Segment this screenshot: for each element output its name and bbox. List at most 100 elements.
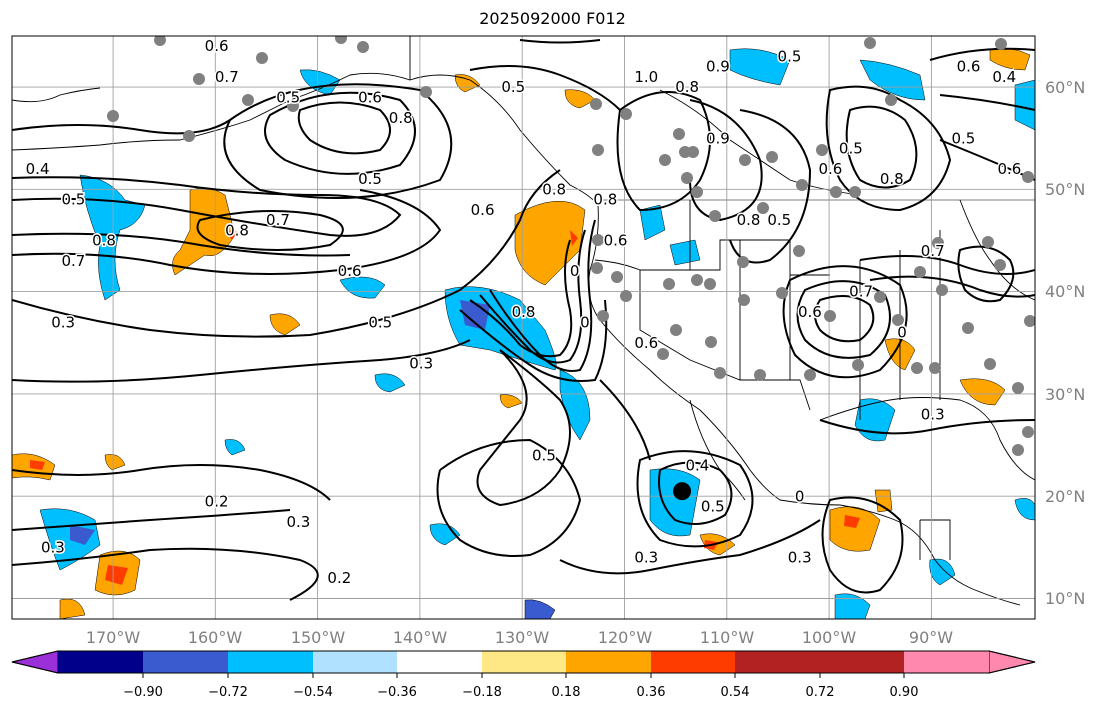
contour-label: 1.0 [634, 68, 658, 86]
lat-label: 20°N [1045, 487, 1085, 506]
longitude-labels: 170°W 160°W 150°W 140°W 130°W 120°W 110°… [86, 628, 953, 647]
contour-label: 0.8 [512, 303, 536, 321]
colorbar-outline [11, 650, 1036, 674]
contour-label: 0.5 [276, 88, 300, 106]
contour-label: 0.2 [327, 569, 351, 587]
colorbar-bin [904, 651, 989, 673]
map-border [11, 35, 1036, 620]
lon-label: 170°W [86, 628, 141, 647]
contour-label: 0.6 [604, 232, 628, 250]
lat-label: 30°N [1045, 385, 1085, 404]
graticule [12, 36, 1035, 619]
contour-label: 0.6 [634, 334, 658, 352]
contour-label: 0.8 [880, 170, 904, 188]
contour-label: 0.4 [26, 160, 50, 178]
colorbar-tick-label: 0.54 [721, 685, 750, 700]
contour-label: 0.5 [532, 446, 556, 464]
contour-label: 0.7 [61, 252, 85, 270]
storm-center-marker [673, 482, 692, 501]
contour-labels: 0.6 0.4 0.5 0.8 0.7 0.7 0.5 0.6 0.8 0.5 0.8 0.7 0.6 0… [24, 36, 1023, 589]
contour-label: 0.8 [593, 191, 617, 209]
colorbar-bin [143, 651, 228, 673]
contour-label: 0.6 [358, 88, 382, 106]
colorbar-bin [228, 651, 313, 673]
contour-label: 0.3 [788, 549, 812, 567]
lon-label: 160°W [188, 628, 243, 647]
contour-label: 0.5 [358, 170, 382, 188]
anomaly-shading [12, 48, 1035, 619]
contour-label: 0.5 [61, 191, 85, 209]
contour-label: 0.8 [542, 180, 566, 198]
contour-label: 0 [795, 487, 805, 505]
colorbar: −0.90 −0.72 −0.54 −0.36 −0.18 0.18 0.36 … [11, 650, 1036, 700]
lon-label: 130°W [495, 628, 550, 647]
contour-label: 0.6 [818, 160, 842, 178]
colorbar-bin [735, 651, 820, 673]
latitude-labels: 10°N 20°N 30°N 40°N 50°N 60°N [1045, 78, 1085, 608]
contour-lines [12, 39, 1035, 601]
contour-label: 0.6 [997, 160, 1021, 178]
lon-label: 100°W [802, 628, 857, 647]
colorbar-tick-label: 0.18 [552, 685, 581, 700]
lon-label: 110°W [700, 628, 755, 647]
lat-label: 60°N [1045, 78, 1085, 97]
map-title: 2025092000 F012 [479, 9, 626, 28]
contour-label: 0.9 [706, 58, 730, 76]
contour-label: 0.8 [225, 221, 249, 239]
station-dots [107, 36, 1035, 456]
colorbar-tick-label: 0.72 [806, 685, 835, 700]
contour-label: 0.7 [215, 68, 239, 86]
lat-label: 10°N [1045, 589, 1085, 608]
colorbar-tick-label: −0.54 [293, 685, 333, 700]
colorbar-tick-label: −0.72 [208, 685, 248, 700]
lon-label: 90°W [909, 628, 953, 647]
contour-label: 0 [570, 262, 580, 280]
contour-label: 0.5 [839, 140, 863, 158]
colorbar-bin [566, 651, 651, 673]
contour-label: 0.5 [778, 47, 802, 65]
lat-label: 50°N [1045, 180, 1085, 199]
contour-label: 0.8 [675, 78, 699, 96]
contour-label: 0.3 [634, 549, 658, 567]
contour-label: 0.7 [266, 211, 290, 229]
contour-label: 0.5 [368, 313, 392, 331]
colorbar-tick-label: −0.90 [123, 685, 163, 700]
lon-label: 140°W [393, 628, 448, 647]
colorbar-extend-low [11, 650, 59, 674]
colorbar-tick-label: −0.36 [377, 685, 417, 700]
lon-label: 150°W [291, 628, 346, 647]
contour-label: 0.4 [992, 68, 1016, 86]
contour-label: 0.8 [92, 232, 116, 250]
contour-label: 0 [580, 313, 590, 331]
colorbar-bin [820, 651, 904, 673]
contour-label: 0.5 [501, 78, 525, 96]
colorbar-tick-label: 0.36 [637, 685, 666, 700]
contour-label: 0.7 [921, 242, 945, 260]
colorbar-extend-high [988, 650, 1036, 674]
contour-label: 0.5 [701, 497, 725, 515]
contour-label: 0.3 [41, 538, 65, 556]
colorbar-bin [482, 651, 566, 673]
contour-label: 0.2 [205, 492, 229, 510]
colorbar-bin [313, 651, 397, 673]
contour-label: 0.7 [849, 283, 873, 301]
contour-label: 0.3 [409, 354, 433, 372]
contour-label: 0.6 [205, 37, 229, 55]
colorbar-ticks [142, 673, 905, 678]
colorbar-tick-label: −0.18 [462, 685, 502, 700]
contour-label: 0.5 [767, 211, 791, 229]
colorbar-bin [58, 651, 143, 673]
lon-label: 120°W [598, 628, 653, 647]
contour-label: 0.3 [287, 513, 311, 531]
contour-label: 0.6 [338, 262, 362, 280]
contour-label: 0.8 [737, 211, 761, 229]
contour-label: 0.3 [51, 313, 75, 331]
colorbar-bin [651, 651, 735, 673]
lat-label: 40°N [1045, 282, 1085, 301]
contour-label: 0.8 [389, 109, 413, 127]
contour-label: 0.6 [471, 201, 495, 219]
contour-label: 0 [897, 324, 907, 342]
contour-label: 0.4 [685, 457, 709, 475]
contour-label: 0.3 [921, 405, 945, 423]
